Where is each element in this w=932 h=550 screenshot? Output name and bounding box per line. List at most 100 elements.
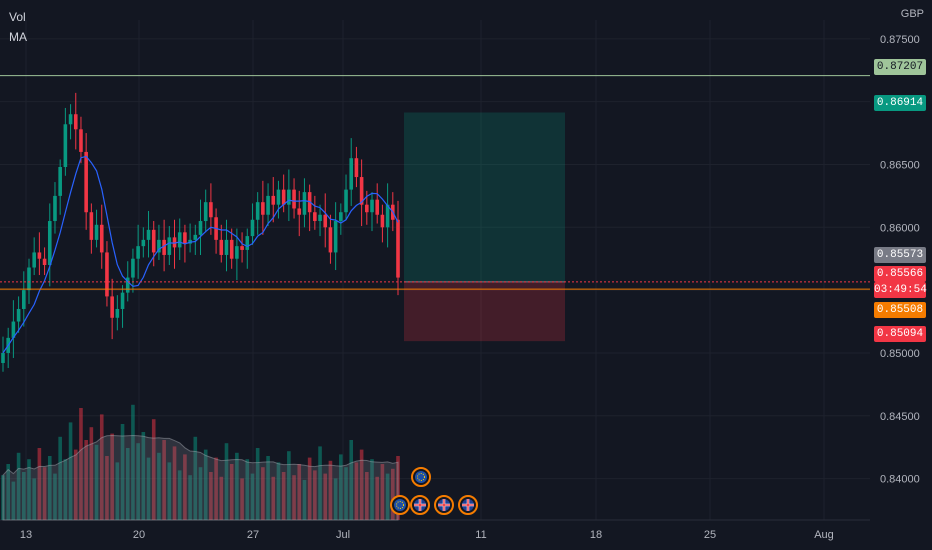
volume-bar (27, 459, 31, 520)
time-tick-label: 13 (20, 529, 32, 541)
candle-body (209, 202, 213, 218)
resistance-price-tag: 0.87207 (874, 59, 926, 75)
volume-bar (42, 467, 47, 520)
candle-body (167, 237, 172, 255)
candle-body (396, 219, 400, 278)
candle-body (333, 221, 338, 253)
volume-bar (151, 419, 156, 520)
volume-bar (276, 462, 281, 520)
volume-bars (1, 404, 400, 520)
volume-bar (271, 476, 276, 520)
volume-bar (354, 462, 359, 520)
volume-bar (167, 462, 172, 520)
candle-body (224, 239, 229, 255)
volume-bar (47, 456, 52, 520)
volume-bar (302, 480, 307, 520)
candle-body (105, 252, 109, 297)
candle-body (235, 246, 239, 259)
take-profit-zone (404, 112, 565, 282)
candle-body (261, 202, 265, 215)
candle-body (255, 202, 260, 220)
volume-bar (214, 457, 218, 520)
candle-body (115, 308, 120, 318)
candle-body (203, 202, 208, 222)
volume-bar (375, 476, 380, 520)
candle-body (16, 308, 21, 322)
volume-bar (313, 470, 317, 520)
volume-bar (219, 476, 224, 520)
time-tick-label: 20 (133, 529, 145, 541)
volume-bar (79, 408, 83, 520)
volume-bar (188, 475, 192, 520)
candle-body (42, 258, 47, 265)
volume-bar (89, 427, 94, 520)
volume-bar (297, 464, 302, 520)
candle-body (297, 208, 302, 215)
candle-body (63, 124, 68, 167)
candle-body (84, 151, 88, 213)
volume-ma-area (2, 434, 399, 521)
ma-indicator-label[interactable]: MA (9, 30, 27, 44)
volume-bar (16, 452, 21, 520)
stop-loss-zone (404, 281, 565, 342)
candle-body (27, 267, 31, 291)
eu-flag-event-icon (411, 467, 431, 487)
candle-body (245, 236, 250, 250)
volume-bar (266, 456, 270, 520)
volume-bar (380, 464, 385, 520)
time-tick-label: 11 (475, 529, 486, 541)
candle-body (11, 321, 16, 338)
volume-bar (235, 452, 239, 520)
time-tick-label: Jul (336, 529, 350, 541)
candle-body (240, 246, 244, 250)
candle-body (47, 221, 52, 265)
volume-bar (385, 473, 390, 520)
candle-body (136, 246, 140, 259)
volume-bar (6, 464, 10, 520)
candle-body (318, 214, 322, 222)
candle-body (375, 199, 380, 215)
candle-body (183, 232, 187, 244)
volume-bar (11, 481, 16, 520)
volume-bar (58, 436, 62, 520)
eu-flag-event-icon (390, 495, 410, 515)
candle-body (385, 204, 390, 228)
volume-bar (203, 449, 208, 520)
price-tick-label: 0.86500 (880, 159, 920, 171)
last-price-price-tag: 0.85566 (874, 266, 926, 282)
candle-body (151, 229, 156, 253)
volume-bar (229, 464, 234, 520)
volume-bar (183, 454, 187, 520)
candle-body (32, 252, 36, 268)
candle-body (177, 232, 182, 248)
time-tick-label: 25 (704, 529, 716, 541)
volume-bar (339, 454, 343, 520)
candle-body (271, 195, 276, 205)
volume-bar (250, 473, 255, 520)
volume-bar (281, 472, 286, 520)
volume-bar (68, 422, 73, 520)
countdown-price-tag: 03:49:54 (874, 282, 927, 298)
volume-bar (323, 473, 328, 520)
candle-body (370, 199, 374, 213)
candle-body (359, 177, 364, 205)
grid (0, 20, 870, 521)
volume-bar (84, 440, 88, 520)
volume-bar (370, 459, 374, 520)
volume-bar (32, 478, 36, 520)
volume-bar (307, 457, 312, 520)
volume-bar (94, 444, 99, 520)
price-tick-label: 0.84000 (880, 474, 920, 486)
candle-body (68, 114, 73, 125)
candle-body (266, 195, 270, 215)
candle-body (89, 212, 94, 240)
volume-bar (209, 472, 213, 520)
volume-bar (224, 443, 229, 520)
position-zones (404, 112, 565, 342)
vol-indicator-label[interactable]: Vol (9, 10, 26, 24)
volume-bar (53, 473, 57, 520)
candle-body (37, 252, 42, 259)
volume-bar (110, 433, 114, 520)
economic-events (390, 467, 478, 515)
